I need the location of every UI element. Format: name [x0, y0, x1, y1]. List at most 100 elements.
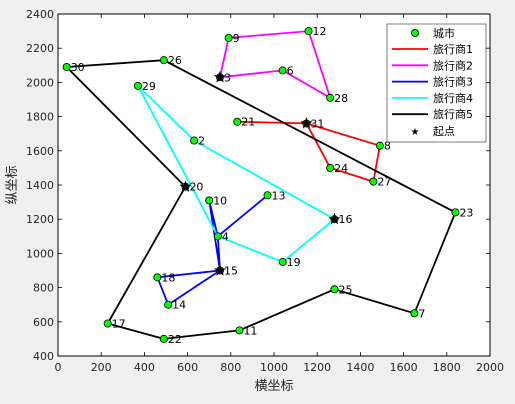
x-tick-label: 1800 [433, 361, 461, 374]
y-tick-label: 2000 [26, 76, 54, 89]
city-label-15: 15 [224, 265, 238, 278]
city-label-20: 20 [189, 181, 203, 194]
city-point-12 [304, 27, 313, 36]
city-point-10 [205, 196, 214, 205]
city-point-27 [369, 177, 378, 186]
x-tick-label: 1600 [390, 361, 418, 374]
city-label-11: 11 [243, 324, 257, 337]
city-label-27: 27 [377, 176, 391, 189]
city-point-9 [224, 33, 233, 42]
city-label-10: 10 [213, 194, 227, 207]
start-point-5 [179, 180, 192, 192]
x-tick-label: 1400 [346, 361, 374, 374]
x-tick-label: 2000 [476, 361, 504, 374]
legend-box [386, 23, 487, 143]
city-point-18 [153, 273, 162, 282]
y-tick-label: 1000 [26, 247, 54, 260]
y-tick-label: 2400 [26, 8, 54, 21]
legend-label-salesman-2: 旅行商2 [433, 58, 473, 72]
city-label-3: 3 [224, 71, 231, 84]
city-point-8 [375, 141, 384, 150]
city-label-31: 31 [310, 117, 324, 130]
city-label-8: 8 [384, 140, 391, 153]
y-tick-label: 800 [33, 282, 54, 295]
y-tick-label: 1200 [26, 213, 54, 226]
start-point-3 [213, 264, 227, 276]
city-point-11 [235, 326, 244, 335]
route-line-salesman-4 [136, 84, 336, 263]
city-point-14 [164, 300, 173, 309]
legend-city-label: 城市 [433, 26, 455, 40]
start-point-1 [300, 116, 313, 129]
x-tick-label: 1200 [303, 361, 331, 374]
city-point-4 [213, 232, 222, 241]
city-label-12: 12 [313, 25, 327, 38]
route-line-salesman-5 [65, 59, 457, 340]
city-label-6: 6 [287, 64, 294, 77]
city-label-16: 16 [338, 213, 352, 226]
legend-label-salesman-5: 旅行商5 [433, 107, 473, 121]
x-tick-label: 400 [134, 361, 155, 374]
legend-label-salesman-1: 旅行商1 [433, 42, 473, 56]
legend-start-marker: ★ [411, 127, 420, 138]
city-point-2 [190, 136, 199, 145]
city-label-4: 4 [222, 230, 229, 243]
city-label-9: 9 [233, 32, 240, 45]
city-label-22: 22 [168, 333, 182, 346]
city-label-2: 2 [198, 135, 205, 148]
city-label-14: 14 [172, 299, 186, 312]
legend: 城市 旅行商1 旅行商2 旅行商3 旅行商4 旅行商5 ★ 起点 [386, 23, 487, 143]
city-labels-layer: 2346789101112131415161718192021222324252… [71, 25, 474, 346]
city-label-28: 28 [334, 92, 348, 105]
city-label-26: 26 [168, 54, 182, 67]
x-tick-label: 200 [91, 361, 112, 374]
city-point-29 [133, 81, 142, 90]
city-point-13 [263, 191, 272, 200]
city-point-19 [278, 257, 287, 266]
city-point-25 [330, 285, 339, 294]
x-axis-ticks: 0 200 400 600 800 1000 1200 1400 1600 1800 2000 [55, 14, 504, 374]
x-tick-label: 1000 [260, 361, 288, 374]
x-tick-label: 0 [55, 361, 62, 374]
city-label-18: 18 [161, 271, 175, 284]
city-point-26 [159, 56, 168, 65]
city-point-23 [451, 208, 460, 217]
city-label-21: 21 [241, 116, 255, 129]
city-point-30 [62, 63, 71, 72]
city-label-25: 25 [338, 283, 352, 296]
legend-label-salesman-3: 旅行商3 [433, 75, 473, 89]
y-tick-label: 1600 [26, 145, 54, 158]
city-point-6 [278, 66, 287, 75]
city-label-29: 29 [142, 80, 156, 93]
city-label-24: 24 [334, 162, 348, 175]
legend-label-salesman-4: 旅行商4 [433, 91, 473, 105]
y-axis-ticks: 400 600 800 1000 1200 1400 1600 1800 2000 2200 240… [26, 8, 490, 363]
city-label-19: 19 [287, 256, 301, 269]
y-axis-label: 纵坐标 [5, 165, 20, 204]
start-point-4 [328, 212, 341, 225]
y-tick-label: 1400 [26, 179, 54, 192]
x-tick-label: 800 [220, 361, 241, 374]
legend-series: 旅行商1 旅行商2 旅行商3 旅行商4 旅行商5 [392, 42, 473, 121]
legend-city-marker [410, 28, 419, 37]
city-label-17: 17 [112, 318, 126, 331]
legend-start-label: 起点 [433, 125, 455, 138]
city-point-21 [233, 117, 242, 126]
route-line-salesman-2 [219, 30, 332, 99]
city-point-17 [103, 319, 112, 328]
y-tick-label: 2200 [26, 42, 54, 55]
y-tick-label: 1800 [26, 111, 54, 124]
y-tick-label: 600 [33, 316, 54, 329]
start-point-2 [213, 70, 227, 83]
city-label-7: 7 [418, 307, 425, 320]
city-point-28 [326, 93, 335, 102]
city-point-7 [410, 309, 419, 318]
y-tick-label: 400 [33, 350, 54, 363]
x-tick-label: 600 [177, 361, 198, 374]
city-point-22 [159, 334, 168, 343]
city-label-23: 23 [459, 206, 473, 219]
start-points-layer [179, 70, 341, 276]
city-label-13: 13 [272, 189, 286, 202]
